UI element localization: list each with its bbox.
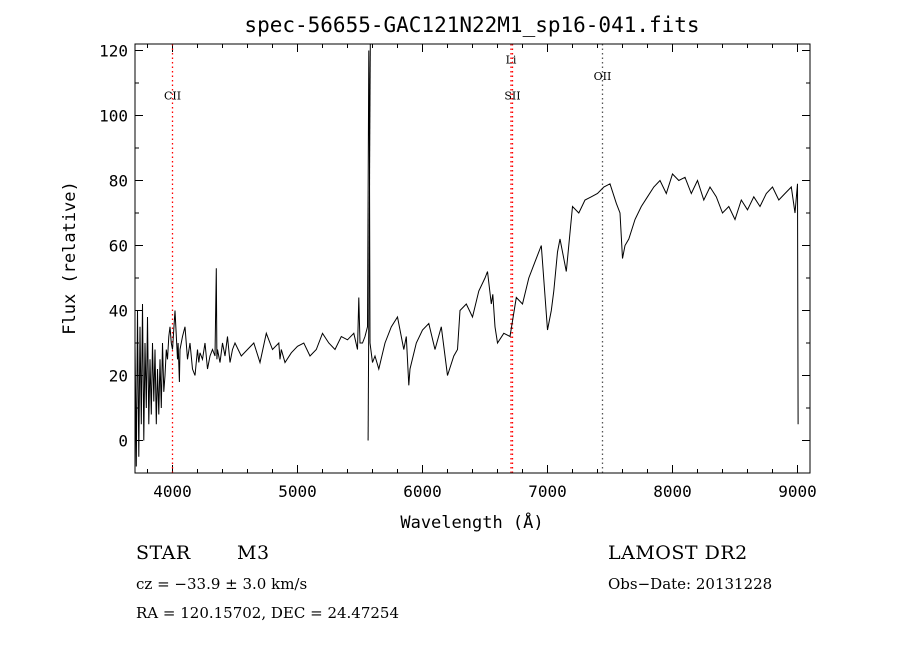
y-tick-label: 20 — [109, 367, 128, 386]
spectrum-line — [134, 50, 799, 467]
survey-name: LAMOST DR2 — [608, 542, 748, 564]
spectrum-series — [134, 43, 799, 467]
chart-title: spec-56655-GAC121N22M1_sp16-041.fits — [244, 13, 699, 37]
observation-date: Obs−Date: 20131228 — [608, 575, 773, 593]
x-axis-label: Wavelength (Å) — [400, 511, 543, 533]
y-tick-label: 60 — [109, 237, 128, 256]
object-class: STAR — [136, 542, 191, 564]
marker-label: OII — [594, 70, 612, 83]
spectrum-line — [367, 43, 371, 441]
plot-frame — [134, 43, 811, 474]
marker-label: CII — [164, 89, 181, 102]
coordinates-readout: RA = 120.15702, DEC = 24.47254 — [136, 604, 400, 622]
line-markers: CII Li SII OII — [164, 44, 611, 473]
y-tick-label: 120 — [99, 42, 128, 61]
x-tick-label: 6000 — [403, 482, 442, 501]
y-tick-label: 80 — [109, 172, 128, 191]
redshift-readout: cz = −33.9 ± 3.0 km/s — [136, 575, 308, 593]
x-tick-label: 5000 — [278, 482, 317, 501]
y-tick-label: 0 — [118, 432, 128, 451]
x-tick-label: 7000 — [528, 482, 567, 501]
y-tick-label: 40 — [109, 302, 128, 321]
marker-label: Li — [506, 54, 517, 67]
x-tick-label: 8000 — [653, 482, 692, 501]
marker-label: SII — [504, 89, 520, 102]
x-tick-label: 4000 — [153, 482, 192, 501]
y-tick-label: 100 — [99, 107, 128, 126]
object-subclass: M3 — [237, 542, 270, 564]
y-axis: 0 20 40 60 80 100 120 — [99, 42, 810, 474]
y-axis-label: Flux (relative) — [60, 181, 80, 335]
x-tick-label: 9000 — [778, 482, 817, 501]
x-axis: 4000 5000 6000 7000 8000 9000 — [147, 44, 817, 501]
